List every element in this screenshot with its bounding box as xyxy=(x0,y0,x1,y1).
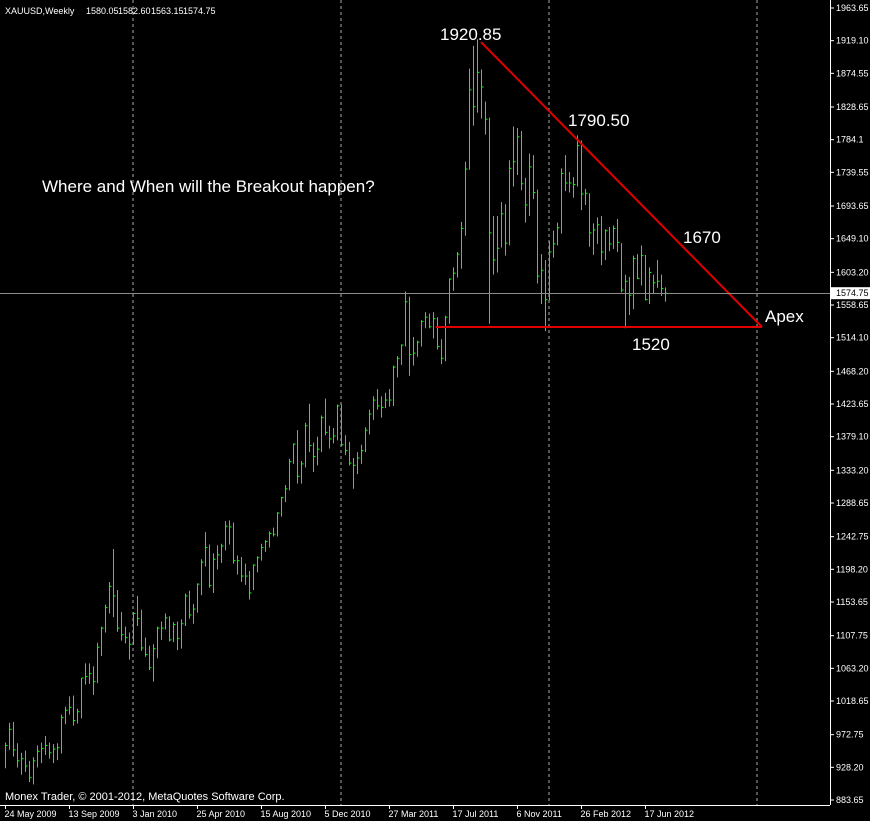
annotation: 1520 xyxy=(632,335,670,354)
x-tick-label: 27 Mar 2011 xyxy=(389,809,439,819)
x-tick-label: 26 Feb 2012 xyxy=(581,809,632,819)
x-tick-label: 6 Nov 2011 xyxy=(517,809,562,819)
y-tick-label: 1784.1 xyxy=(836,135,864,145)
y-tick-label: 1288.65 xyxy=(836,498,869,508)
y-tick-label: 1514.10 xyxy=(836,333,869,343)
x-tick-label: 5 Dec 2010 xyxy=(325,809,371,819)
annotation: 1670 xyxy=(683,228,721,247)
y-tick-label: 1198.20 xyxy=(836,564,868,574)
y-tick-label: 1558.65 xyxy=(836,300,869,310)
annotation: Apex xyxy=(765,307,804,326)
y-tick-label: 1603.20 xyxy=(836,267,869,277)
current-price-label: 1574.75 xyxy=(836,288,869,298)
y-tick-label: 1063.20 xyxy=(836,663,869,673)
y-tick-label: 1333.20 xyxy=(836,465,869,475)
y-tick-label: 928.20 xyxy=(836,762,864,772)
ohlc-open: 1580.05 xyxy=(86,6,119,16)
symbol: XAUUSD,Weekly xyxy=(5,6,75,16)
y-tick-label: 1423.65 xyxy=(836,399,869,409)
x-tick-label: 3 Jan 2010 xyxy=(133,809,178,819)
y-tick-label: 1242.75 xyxy=(836,532,869,542)
x-tick-label: 25 Apr 2010 xyxy=(197,809,246,819)
y-tick-label: 1468.20 xyxy=(836,366,869,376)
x-tick-label: 17 Jun 2012 xyxy=(645,809,695,819)
x-tick-label: 24 May 2009 xyxy=(5,809,57,819)
y-tick-label: 1739.55 xyxy=(836,167,869,177)
y-tick-label: 1963.65 xyxy=(836,3,869,13)
bars xyxy=(5,39,668,785)
annotation: 1920.85 xyxy=(440,25,501,44)
annotation: 1790.50 xyxy=(568,111,629,130)
y-tick-label: 1379.10 xyxy=(836,432,869,442)
y-tick-label: 1828.65 xyxy=(836,102,869,112)
ohlc-high: 1582.60 xyxy=(118,6,151,16)
annotation: Where and When will the Breakout happen? xyxy=(42,177,375,196)
y-tick-label: 1018.65 xyxy=(836,696,869,706)
y-tick-label: 1153.65 xyxy=(836,597,868,607)
x-tick-label: 13 Sep 2009 xyxy=(69,809,120,819)
y-tick-label: 1919.10 xyxy=(836,36,869,46)
y-tick-label: 1874.55 xyxy=(836,68,869,78)
y-tick-label: 883.65 xyxy=(836,795,864,805)
ohlc-low: 1563.15 xyxy=(151,6,184,16)
copyright: Monex Trader, © 2001-2012, MetaQuotes So… xyxy=(5,791,285,803)
year-separators xyxy=(132,0,758,805)
x-tick-label: 15 Aug 2010 xyxy=(261,809,312,819)
current-price-box xyxy=(831,287,870,300)
x-tick-label: 17 Jul 2011 xyxy=(453,809,499,819)
y-tick-label: 1693.65 xyxy=(836,201,869,211)
y-tick-label: 1107.75 xyxy=(836,631,868,641)
y-tick-label: 1649.10 xyxy=(836,234,869,244)
resistance-line xyxy=(480,41,763,328)
ohlc-close: 1574.75 xyxy=(183,6,216,16)
y-tick-label: 972.75 xyxy=(836,730,864,740)
